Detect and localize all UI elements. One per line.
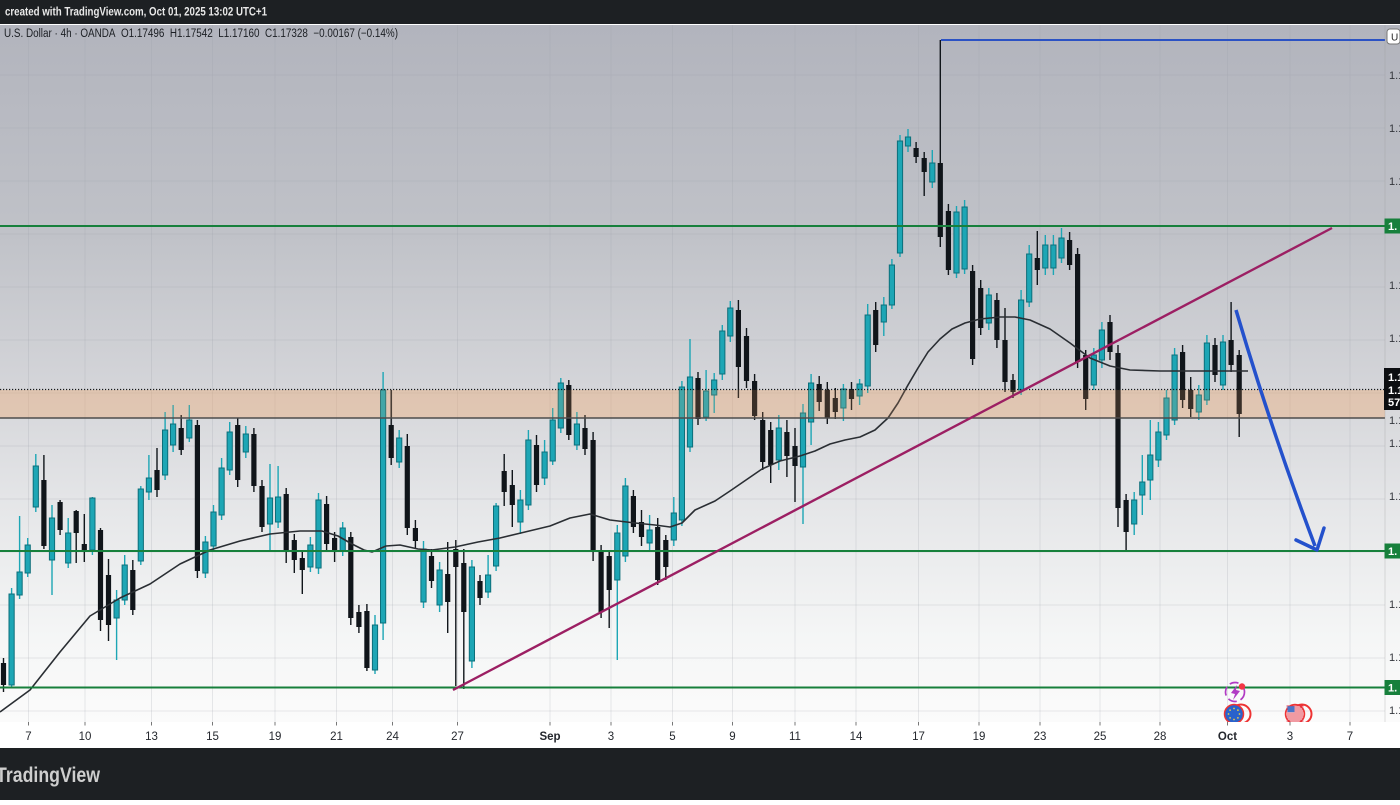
svg-text:14: 14 bbox=[850, 731, 863, 743]
svg-text:1.1: 1.1 bbox=[1389, 599, 1400, 611]
svg-text:1.1: 1.1 bbox=[1389, 123, 1400, 135]
svg-text:25: 25 bbox=[1094, 731, 1107, 743]
svg-text:1.1: 1.1 bbox=[1389, 652, 1400, 664]
svg-text:1.1: 1.1 bbox=[1389, 438, 1400, 450]
svg-text:7: 7 bbox=[25, 731, 31, 743]
svg-text:1.1: 1.1 bbox=[1389, 705, 1400, 717]
svg-text:1.1: 1.1 bbox=[1389, 491, 1400, 503]
svg-text:3: 3 bbox=[608, 731, 614, 743]
svg-text:1.1: 1.1 bbox=[1389, 280, 1400, 292]
svg-text:10: 10 bbox=[79, 731, 92, 743]
svg-text:15: 15 bbox=[206, 731, 219, 743]
svg-text:1.: 1. bbox=[1388, 546, 1397, 558]
svg-text:24: 24 bbox=[386, 731, 399, 743]
svg-text:Sep: Sep bbox=[539, 731, 560, 743]
svg-text:1.1: 1.1 bbox=[1389, 176, 1400, 188]
svg-text:U: U bbox=[1391, 33, 1398, 44]
svg-text:11: 11 bbox=[789, 731, 801, 743]
svg-text:1.1: 1.1 bbox=[1388, 385, 1400, 397]
svg-text:28: 28 bbox=[1154, 731, 1167, 743]
svg-text:17: 17 bbox=[912, 731, 925, 743]
svg-text:57: 57 bbox=[1388, 397, 1400, 409]
svg-text:9: 9 bbox=[729, 731, 735, 743]
svg-text:19: 19 bbox=[973, 731, 986, 743]
svg-text:21: 21 bbox=[330, 731, 343, 743]
svg-text:3: 3 bbox=[1287, 731, 1293, 743]
svg-text:7: 7 bbox=[1347, 731, 1353, 743]
svg-text:1.: 1. bbox=[1388, 221, 1397, 233]
svg-text:13: 13 bbox=[145, 731, 158, 743]
svg-text:TradingView: TradingView bbox=[0, 763, 100, 787]
svg-text:1.1: 1.1 bbox=[1388, 372, 1400, 384]
svg-text:created with TradingView.com,: created with TradingView.com, Oct 01, 20… bbox=[5, 5, 267, 19]
svg-text:1.1: 1.1 bbox=[1389, 70, 1400, 82]
svg-text:1.1: 1.1 bbox=[1389, 333, 1400, 345]
svg-text:27: 27 bbox=[451, 731, 464, 743]
svg-text:U.S. Dollar · 4h · OANDA O1.1: U.S. Dollar · 4h · OANDA O1.17496 H1.175… bbox=[4, 28, 398, 40]
svg-text:1.: 1. bbox=[1388, 683, 1397, 695]
svg-text:19: 19 bbox=[269, 731, 282, 743]
svg-text:5: 5 bbox=[669, 731, 675, 743]
svg-text:Oct: Oct bbox=[1218, 731, 1237, 743]
svg-text:1.1: 1.1 bbox=[1389, 415, 1400, 427]
svg-text:23: 23 bbox=[1034, 731, 1047, 743]
